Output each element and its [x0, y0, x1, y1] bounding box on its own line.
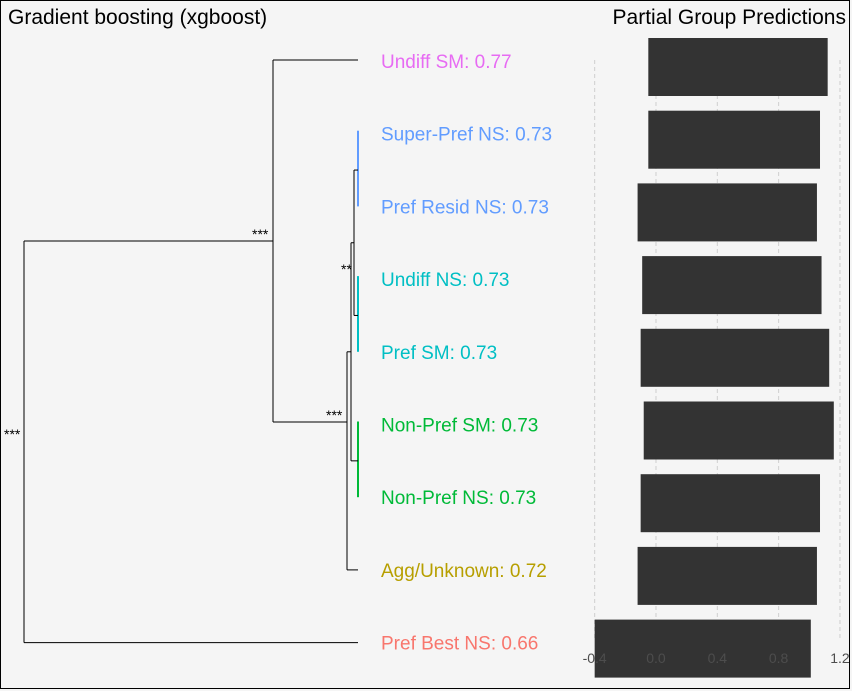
bars	[594, 38, 834, 678]
x-tick-label: -0.4	[583, 650, 607, 666]
x-tick-label: 0.4	[708, 650, 728, 666]
leaf-label: Undiff NS: 0.73	[381, 270, 510, 291]
bar	[643, 401, 834, 460]
significance-label: ***	[252, 226, 269, 242]
dendrogram: ***********	[4, 59, 359, 644]
leaf-label: Pref SM: 0.73	[381, 343, 497, 364]
leaf-label: Pref Best NS: 0.66	[381, 634, 538, 655]
leaf-labels: Undiff SM: 0.77 Super-Pref NS: 0.73 Pref R…	[381, 52, 552, 655]
bar	[637, 183, 817, 242]
bar	[648, 38, 828, 96]
bar	[640, 328, 830, 387]
bar	[640, 474, 821, 533]
x-tick-label: 1.2	[830, 650, 850, 666]
leaf-label: Undiff SM: 0.77	[381, 52, 512, 73]
x-tick-label: 0.8	[769, 650, 789, 666]
leaf-label: Non-Pref SM: 0.73	[381, 416, 538, 437]
significance-label: **	[341, 261, 352, 277]
leaf-label: Non-Pref NS: 0.73	[381, 488, 536, 509]
dendrogram-title: Gradient boosting (xgboost)	[8, 6, 268, 29]
x-tick-label: 0.0	[646, 650, 666, 666]
leaf-label: Pref Resid NS: 0.73	[381, 197, 549, 218]
significance-label: ***	[4, 426, 21, 442]
significance-label: ***	[326, 407, 343, 423]
bar	[648, 110, 821, 169]
bar	[642, 256, 822, 315]
bar	[637, 546, 817, 605]
leaf-label: Agg/Unknown: 0.72	[381, 561, 547, 582]
leaf-label: Super-Pref NS: 0.73	[381, 125, 552, 146]
bar-chart-title: Partial Group Predictions	[612, 6, 846, 29]
bar	[594, 619, 811, 678]
x-axis-ticks: -0.4 0.0 0.4 0.8 1.2	[583, 650, 850, 666]
